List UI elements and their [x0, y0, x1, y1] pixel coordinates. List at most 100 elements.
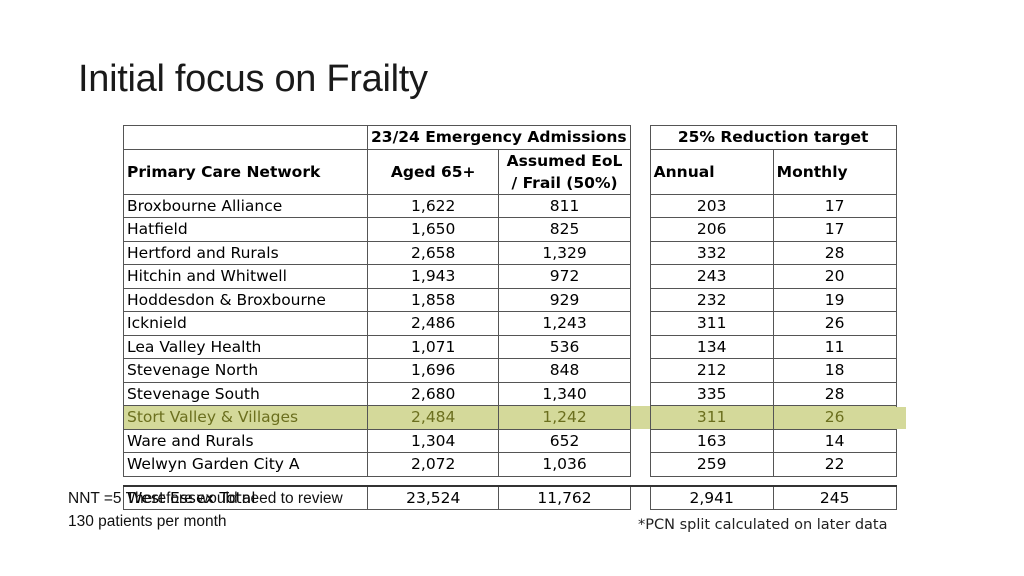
table-row: Welwyn Garden City A 2,072 1,036 259 22 — [123, 452, 897, 477]
annual-cell: 134 — [649, 334, 774, 359]
column-header-pcn: Primary Care Network — [123, 148, 368, 195]
column-header-eol-line2: / Frail (50%) — [511, 173, 618, 192]
pcn-name-cell: Icknield — [123, 311, 368, 336]
column-gap — [629, 429, 651, 453]
aged-cell: 2,072 — [366, 452, 500, 477]
aged-cell: 1,071 — [366, 334, 500, 359]
eol-cell: 929 — [498, 287, 631, 312]
total-aged: 23,524 — [366, 484, 500, 510]
table-row: Hatfield 1,650 825 206 17 — [123, 217, 897, 242]
admissions-table: 23/24 Emergency Admissions 25% Reduction… — [123, 125, 897, 510]
table-row: Hitchin and Whitwell 1,943 972 243 20 — [123, 264, 897, 289]
nnt-note-line1: NNT =5 Therefore would need to review — [68, 490, 343, 507]
eol-cell: 652 — [498, 428, 631, 453]
monthly-cell: 26 — [772, 311, 897, 336]
column-gap — [629, 405, 651, 429]
table-body: Broxbourne Alliance 1,622 811 203 17 Hatfield… — [123, 193, 897, 510]
footnote: *PCN split calculated on later data — [638, 517, 888, 533]
monthly-cell: 28 — [772, 381, 897, 406]
annual-cell: 163 — [649, 428, 774, 453]
column-gap — [629, 194, 651, 218]
column-header-row: Primary Care Network Aged 65+ Assumed Eo… — [123, 148, 897, 195]
column-gap — [629, 149, 651, 194]
monthly-cell: 14 — [772, 428, 897, 453]
aged-cell: 2,484 — [366, 405, 500, 430]
aged-cell: 1,650 — [366, 217, 500, 242]
column-header-eol-line1: Assumed EoL — [506, 151, 623, 170]
pcn-name-cell: Stevenage North — [123, 358, 368, 383]
pcn-name-cell: Welwyn Garden City A — [123, 452, 368, 477]
column-gap — [629, 311, 651, 335]
eol-cell: 811 — [498, 193, 631, 218]
monthly-cell: 22 — [772, 452, 897, 477]
group-header-row: 23/24 Emergency Admissions 25% Reduction… — [123, 125, 897, 150]
column-header-eol: Assumed EoL / Frail (50%) — [498, 148, 631, 195]
monthly-cell: 18 — [772, 358, 897, 383]
eol-cell: 1,340 — [498, 381, 631, 406]
eol-cell: 536 — [498, 334, 631, 359]
table-row: Stevenage South 2,680 1,340 335 28 — [123, 381, 897, 406]
pcn-name-cell: Hitchin and Whitwell — [123, 264, 368, 289]
column-gap — [629, 217, 651, 241]
pcn-name-cell: Broxbourne Alliance — [123, 193, 368, 218]
column-gap — [629, 382, 651, 406]
table-row: Lea Valley Health 1,071 536 134 11 — [123, 334, 897, 359]
eol-cell: 848 — [498, 358, 631, 383]
annual-cell: 335 — [649, 381, 774, 406]
group-header-admissions: 23/24 Emergency Admissions — [367, 125, 631, 150]
aged-cell: 2,658 — [366, 240, 500, 265]
eol-cell: 1,329 — [498, 240, 631, 265]
group-header-blank — [123, 125, 368, 150]
table-row: Broxbourne Alliance 1,622 811 203 17 — [123, 193, 897, 218]
table-spacer-row — [124, 476, 897, 486]
eol-cell: 972 — [498, 264, 631, 289]
pcn-name-cell: Lea Valley Health — [123, 334, 368, 359]
monthly-cell: 17 — [772, 217, 897, 242]
monthly-cell: 26 — [772, 405, 897, 430]
aged-cell: 1,943 — [366, 264, 500, 289]
annual-cell: 232 — [649, 287, 774, 312]
group-header-reduction: 25% Reduction target — [649, 125, 897, 150]
annual-cell: 243 — [649, 264, 774, 289]
aged-cell: 1,304 — [366, 428, 500, 453]
pcn-name-cell: Hertford and Rurals — [123, 240, 368, 265]
table-row: Ware and Rurals 1,304 652 163 14 — [123, 428, 897, 453]
annual-cell: 259 — [649, 452, 774, 477]
column-gap — [629, 264, 651, 288]
table-row: Hoddesdon & Broxbourne 1,858 929 232 19 — [123, 287, 897, 312]
column-gap — [629, 125, 651, 149]
annual-cell: 206 — [649, 217, 774, 242]
total-name: West Essex Total — [123, 484, 368, 510]
table-row: Hertford and Rurals 2,658 1,329 332 28 — [123, 240, 897, 265]
eol-cell: 1,242 — [498, 405, 631, 430]
slide-title: Initial focus on Frailty — [78, 58, 428, 100]
column-header-annual: Annual — [649, 148, 774, 195]
column-gap — [629, 484, 651, 510]
pcn-name-cell: Hoddesdon & Broxbourne — [123, 287, 368, 312]
pcn-name-cell: Stort Valley & Villages — [123, 405, 368, 430]
table-row: Icknield 2,486 1,243 311 26 — [123, 311, 897, 336]
column-gap — [629, 452, 651, 476]
pcn-name-cell: Hatfield — [123, 217, 368, 242]
column-header-monthly: Monthly — [772, 148, 897, 195]
monthly-cell: 11 — [772, 334, 897, 359]
nnt-note-line2: 130 patients per month — [68, 513, 227, 530]
total-eol: 11,762 — [498, 484, 631, 510]
monthly-cell: 28 — [772, 240, 897, 265]
monthly-cell: 20 — [772, 264, 897, 289]
aged-cell: 1,622 — [366, 193, 500, 218]
monthly-cell: 17 — [772, 193, 897, 218]
table-total-row: West Essex Total 23,524 11,762 2,941 245 — [123, 484, 897, 510]
nnt-note: NNT =5 Therefore would need to review 13… — [68, 487, 343, 533]
eol-cell: 825 — [498, 217, 631, 242]
eol-cell: 1,243 — [498, 311, 631, 336]
annual-cell: 203 — [649, 193, 774, 218]
table-row: Stevenage North 1,696 848 212 18 — [123, 358, 897, 383]
aged-cell: 1,696 — [366, 358, 500, 383]
total-monthly: 245 — [772, 484, 897, 510]
column-gap — [629, 335, 651, 359]
annual-cell: 212 — [649, 358, 774, 383]
aged-cell: 1,858 — [366, 287, 500, 312]
annual-cell: 332 — [649, 240, 774, 265]
annual-cell: 311 — [649, 311, 774, 336]
